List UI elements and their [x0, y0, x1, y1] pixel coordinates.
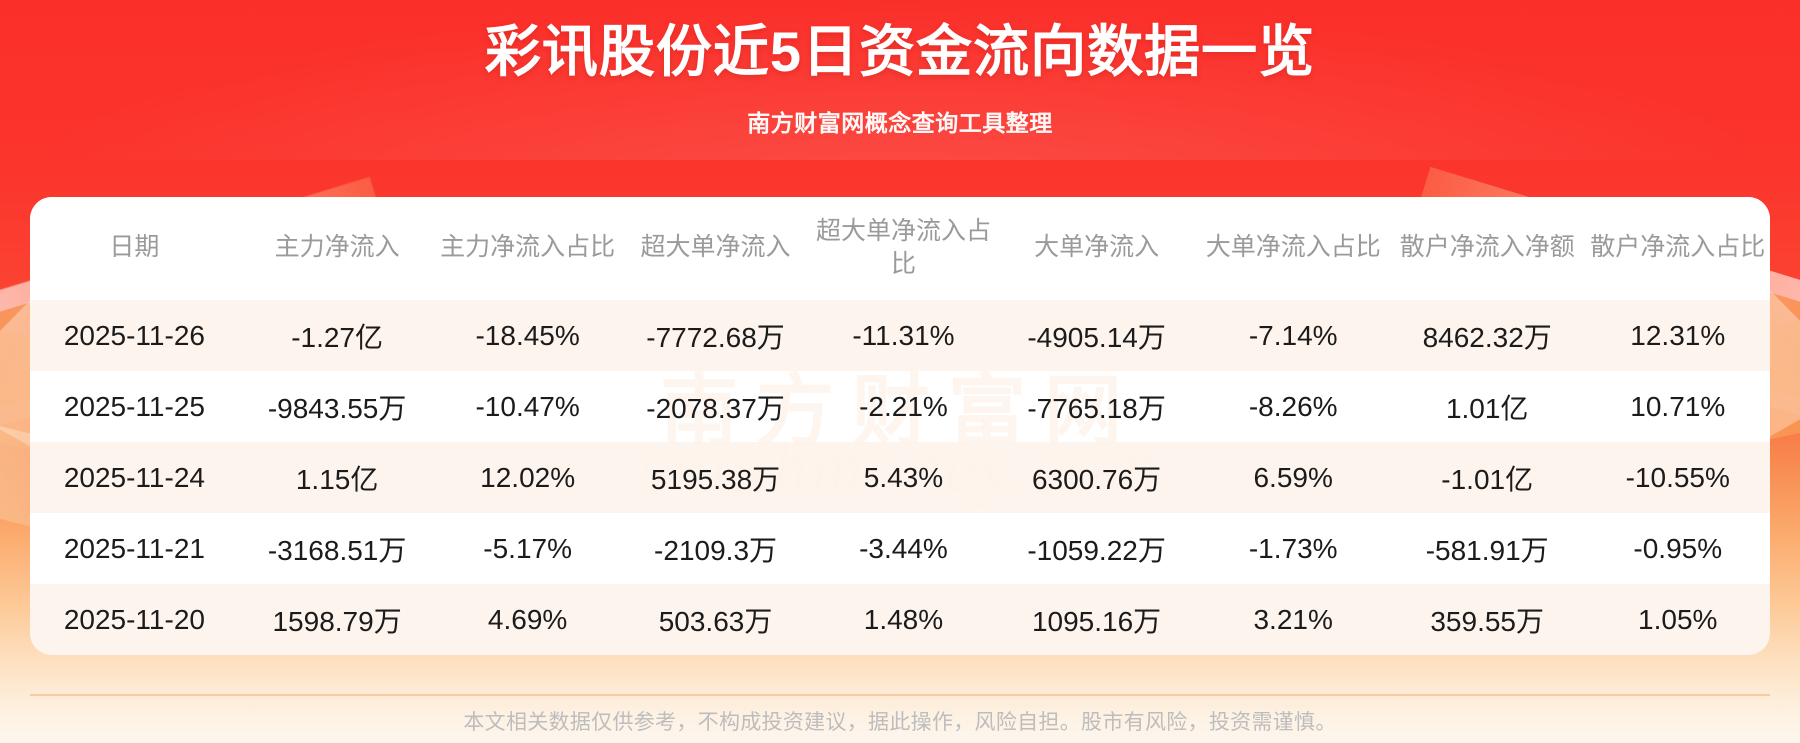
- table-row: 2025-11-26 -1.27亿 -18.45% -7772.68万 -11.…: [30, 300, 1770, 371]
- cell-retail-net-ratio: 1.05%: [1585, 584, 1770, 655]
- footer-disclaimer: 本文相关数据仅供参考，不构成投资建议，据此操作，风险自担。股市有风险，投资需谨慎…: [463, 711, 1337, 734]
- fund-flow-table: 日期 主力净流入 主力净流入占比 超大单净流入 超大单净流入占比 大单净流入 大…: [30, 197, 1770, 655]
- cell-lg-net-ratio: -7.14%: [1197, 300, 1389, 371]
- cell-xl-net-ratio: 1.48%: [811, 584, 996, 655]
- table-row: 2025-11-21 -3168.51万 -5.17% -2109.3万 -3.…: [30, 513, 1770, 584]
- cell-retail-net-ratio: -10.55%: [1585, 442, 1770, 513]
- cell-xl-net-ratio: -11.31%: [811, 300, 996, 371]
- page-subtitle: 南方财富网概念查询工具整理: [747, 109, 1053, 136]
- table-row: 2025-11-24 1.15亿 12.02% 5195.38万 5.43% 6…: [30, 442, 1770, 513]
- cell-xl-net-inflow: 503.63万: [619, 584, 812, 655]
- cell-date: 2025-11-24: [30, 442, 239, 513]
- footer-divider: [30, 694, 1770, 696]
- cell-xl-net-ratio: -3.44%: [811, 513, 996, 584]
- cell-retail-net-ratio: 10.71%: [1585, 371, 1770, 442]
- cell-lg-net-inflow: 1095.16万: [995, 584, 1198, 655]
- cell-lg-net-ratio: 6.59%: [1197, 442, 1389, 513]
- cell-retail-net-amount: -581.91万: [1388, 513, 1586, 584]
- cell-main-net-ratio: 12.02%: [435, 442, 620, 513]
- cell-date: 2025-11-20: [30, 584, 239, 655]
- cell-main-net-ratio: -18.45%: [435, 300, 620, 371]
- cell-lg-net-inflow: 6300.76万: [995, 442, 1198, 513]
- column-header-lg-net-inflow: 大单净流入: [995, 197, 1198, 300]
- cell-date: 2025-11-26: [30, 300, 239, 371]
- table-header: 日期 主力净流入 主力净流入占比 超大单净流入 超大单净流入占比 大单净流入 大…: [30, 197, 1770, 300]
- column-header-xl-net-inflow: 超大单净流入: [619, 197, 812, 300]
- column-header-main-net-ratio: 主力净流入占比: [435, 197, 620, 300]
- cell-main-net-ratio: 4.69%: [435, 584, 620, 655]
- cell-lg-net-inflow: -1059.22万: [995, 513, 1198, 584]
- cell-main-net-inflow: -9843.55万: [238, 371, 436, 442]
- header: 彩讯股份近5日资金流向数据一览 南方财富网概念查询工具整理: [0, 0, 1800, 138]
- cell-retail-net-amount: 8462.32万: [1388, 300, 1586, 371]
- cell-xl-net-ratio: -2.21%: [811, 371, 996, 442]
- column-header-main-net-inflow: 主力净流入: [238, 197, 436, 300]
- cell-lg-net-inflow: -4905.14万: [995, 300, 1198, 371]
- cell-date: 2025-11-25: [30, 371, 239, 442]
- data-table-card: 南方财富网 southmoney.com 日期 主力净流入 主力净流入占比 超大…: [30, 197, 1770, 655]
- cell-xl-net-inflow: -2078.37万: [619, 371, 812, 442]
- cell-retail-net-ratio: -0.95%: [1585, 513, 1770, 584]
- cell-xl-net-inflow: -2109.3万: [619, 513, 812, 584]
- column-header-lg-net-ratio: 大单净流入占比: [1197, 197, 1389, 300]
- cell-xl-net-ratio: 5.43%: [811, 442, 996, 513]
- cell-main-net-inflow: -3168.51万: [238, 513, 436, 584]
- table-row: 2025-11-25 -9843.55万 -10.47% -2078.37万 -…: [30, 371, 1770, 442]
- cell-date: 2025-11-21: [30, 513, 239, 584]
- column-header-retail-net-ratio: 散户净流入占比: [1585, 197, 1770, 300]
- column-header-retail-net-amount: 散户净流入净额: [1388, 197, 1586, 300]
- cell-main-net-inflow: 1598.79万: [238, 584, 436, 655]
- cell-retail-net-amount: 1.01亿: [1388, 371, 1586, 442]
- cell-lg-net-ratio: -8.26%: [1197, 371, 1389, 442]
- table-header-row: 日期 主力净流入 主力净流入占比 超大单净流入 超大单净流入占比 大单净流入 大…: [30, 197, 1770, 300]
- table-row: 2025-11-20 1598.79万 4.69% 503.63万 1.48% …: [30, 584, 1770, 655]
- cell-main-net-inflow: -1.27亿: [238, 300, 436, 371]
- cell-retail-net-amount: 359.55万: [1388, 584, 1586, 655]
- cell-xl-net-inflow: 5195.38万: [619, 442, 812, 513]
- table-body: 2025-11-26 -1.27亿 -18.45% -7772.68万 -11.…: [30, 300, 1770, 655]
- page-title: 彩讯股份近5日资金流向数据一览: [484, 20, 1316, 83]
- cell-main-net-ratio: -5.17%: [435, 513, 620, 584]
- column-header-date: 日期: [30, 197, 239, 300]
- cell-xl-net-inflow: -7772.68万: [619, 300, 812, 371]
- column-header-xl-net-ratio: 超大单净流入占比: [811, 197, 996, 300]
- cell-lg-net-ratio: 3.21%: [1197, 584, 1389, 655]
- cell-main-net-ratio: -10.47%: [435, 371, 620, 442]
- cell-lg-net-inflow: -7765.18万: [995, 371, 1198, 442]
- cell-retail-net-amount: -1.01亿: [1388, 442, 1586, 513]
- cell-lg-net-ratio: -1.73%: [1197, 513, 1389, 584]
- cell-retail-net-ratio: 12.31%: [1585, 300, 1770, 371]
- cell-main-net-inflow: 1.15亿: [238, 442, 436, 513]
